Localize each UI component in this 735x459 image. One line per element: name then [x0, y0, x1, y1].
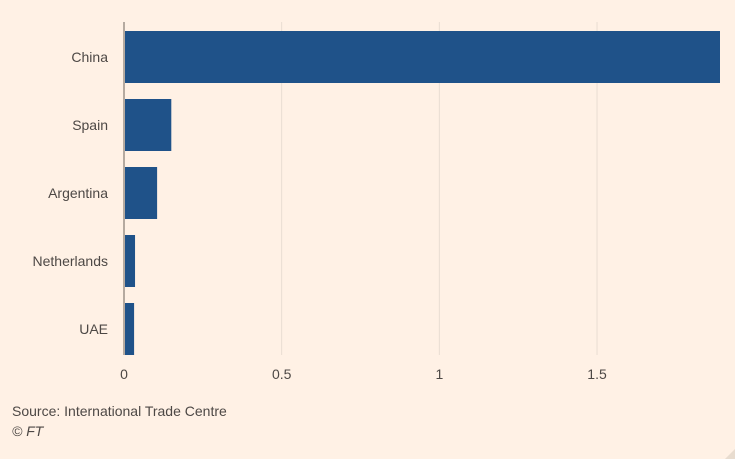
bar-spain: [125, 99, 172, 151]
bar-netherlands: [125, 235, 136, 287]
bar-china: [125, 31, 720, 83]
bars: [125, 31, 720, 355]
category-label: Spain: [72, 117, 108, 133]
bar-uae: [125, 303, 135, 355]
category-label: Netherlands: [33, 253, 109, 269]
corner-fold: [725, 449, 735, 459]
ft-credit: © FT: [12, 423, 44, 439]
category-labels: China Spain Argentina Netherlands UAE: [33, 49, 109, 337]
x-tick-label: 1: [435, 366, 443, 382]
bar-chart: China Spain Argentina Netherlands UAE 0 0.5 1 1…: [33, 22, 720, 382]
x-tick-label: 0.5: [272, 366, 292, 382]
x-tick-label: 0: [120, 366, 128, 382]
category-label: China: [71, 49, 108, 65]
x-tick-labels: 0 0.5 1 1.5: [120, 366, 607, 382]
bar-argentina: [125, 167, 158, 219]
x-tick-label: 1.5: [587, 366, 607, 382]
source-note: Source: International Trade Centre: [12, 403, 227, 419]
category-label: Argentina: [48, 185, 108, 201]
category-label: UAE: [79, 321, 108, 337]
